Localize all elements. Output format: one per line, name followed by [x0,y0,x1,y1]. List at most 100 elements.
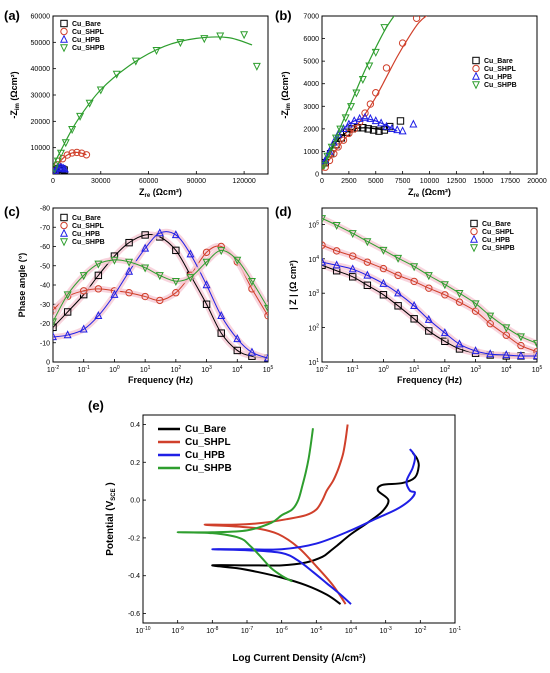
data-point [172,289,180,297]
data-point [186,249,195,258]
fit-line [322,16,428,171]
data-point [73,148,81,157]
y-tick-label: 4000 [303,81,319,88]
y-axis-title: -Zim (Ωcm²) [280,71,292,118]
series-shpb [322,16,395,170]
data-point [96,86,105,95]
data-point [325,146,334,155]
x-tick-label: 60000 [139,178,159,185]
x-tick-label: 17500 [500,178,520,185]
x-tick-label: 10-1 [78,365,90,374]
y-tick-label: 10000 [31,145,51,152]
data-point [57,162,66,171]
legend-label: Cu_HPB [482,237,510,244]
fit-line [53,231,268,359]
data-point [94,285,103,293]
x-tick-label: 101 [140,365,151,374]
x-axis-title: Zre (Ωcm²) [139,187,182,199]
data-point [350,116,359,125]
data-point [410,277,418,286]
fit-line [322,244,537,353]
plot-frame [321,15,538,175]
data-point [217,247,226,256]
legend-label: Cu_HPB [185,450,225,461]
legend-marker [59,238,69,247]
x-tick-label: 100 [378,365,389,374]
data-point [502,350,511,359]
x-tick-label: 5000 [368,178,384,185]
y-tick-label: 0.4 [130,422,140,429]
data-point [471,300,480,309]
data-point [387,124,396,133]
data-point [331,134,340,143]
x-tick-label: 104 [232,365,243,374]
plot-area [322,16,428,171]
data-point [516,333,525,342]
x-axis-title: Frequency (Hz) [397,375,462,385]
data-point [56,149,65,158]
y-tick-label: 105 [308,220,319,229]
legend-label: Cu_SHPB [484,82,517,89]
data-point [63,308,72,316]
x-tick-label: 2500 [341,178,357,185]
legend-label: Cu_SHPB [72,45,105,52]
data-point [322,257,327,266]
data-point [85,99,94,108]
x-tick-label: 10-9 [172,626,184,635]
series-hpb [53,228,268,362]
data-point [394,302,402,310]
y-tick-label: 6000 [303,36,319,43]
data-point [363,281,372,289]
y-tick-label: 50000 [31,40,51,47]
data-point [410,263,419,272]
data-point [440,281,449,290]
legend-label: Cu_Bare [72,215,101,222]
chart-b: 0 2500 5000 7500 10000 12500 15000 17500 20000 0 1… [280,14,547,200]
y-tick-label: -70 [40,225,50,232]
data-point [217,310,226,319]
data-point [76,112,85,121]
x-tick-label: 120000 [232,178,255,185]
fit-line [322,217,537,344]
data-point [141,292,149,301]
x-tick-label: 90000 [187,178,207,185]
data-point [455,298,464,306]
data-point [375,127,383,135]
data-point [441,337,449,345]
legend-marker [59,228,69,237]
x-axis-title: Log Current Density (A/cm²) [232,653,365,664]
data-point [79,324,88,333]
data-point [110,256,119,265]
x-tick-label: 10-10 [135,626,150,635]
data-point [396,117,405,125]
data-point [94,271,103,280]
data-point [425,327,433,335]
data-point [141,243,150,252]
data-point [172,246,180,255]
legend-marker [469,244,479,253]
data-point [355,113,364,122]
data-point [349,273,357,281]
y-tick-label: 1000 [303,149,319,156]
legend-marker [472,56,480,65]
y-axis-title: -Zim (Ωcm²) [9,71,21,118]
data-point [455,290,464,299]
legend-marker [471,71,481,80]
data-point [79,272,88,281]
y-tick-label: -20 [40,321,50,328]
data-point [233,346,241,355]
data-point [332,260,341,269]
data-point [58,155,67,163]
data-point [410,315,418,323]
data-point [363,238,372,247]
legend-label: Cu_Bare [482,221,511,228]
x-tick-label: 30000 [91,178,111,185]
legend-marker [59,44,69,53]
data-point [424,314,433,323]
data-point [263,353,268,362]
data-point [125,258,134,267]
data-point [332,247,341,255]
x-tick-label: 10-2 [414,626,426,635]
data-point [377,118,386,127]
x-tick-label: 101 [409,365,420,374]
